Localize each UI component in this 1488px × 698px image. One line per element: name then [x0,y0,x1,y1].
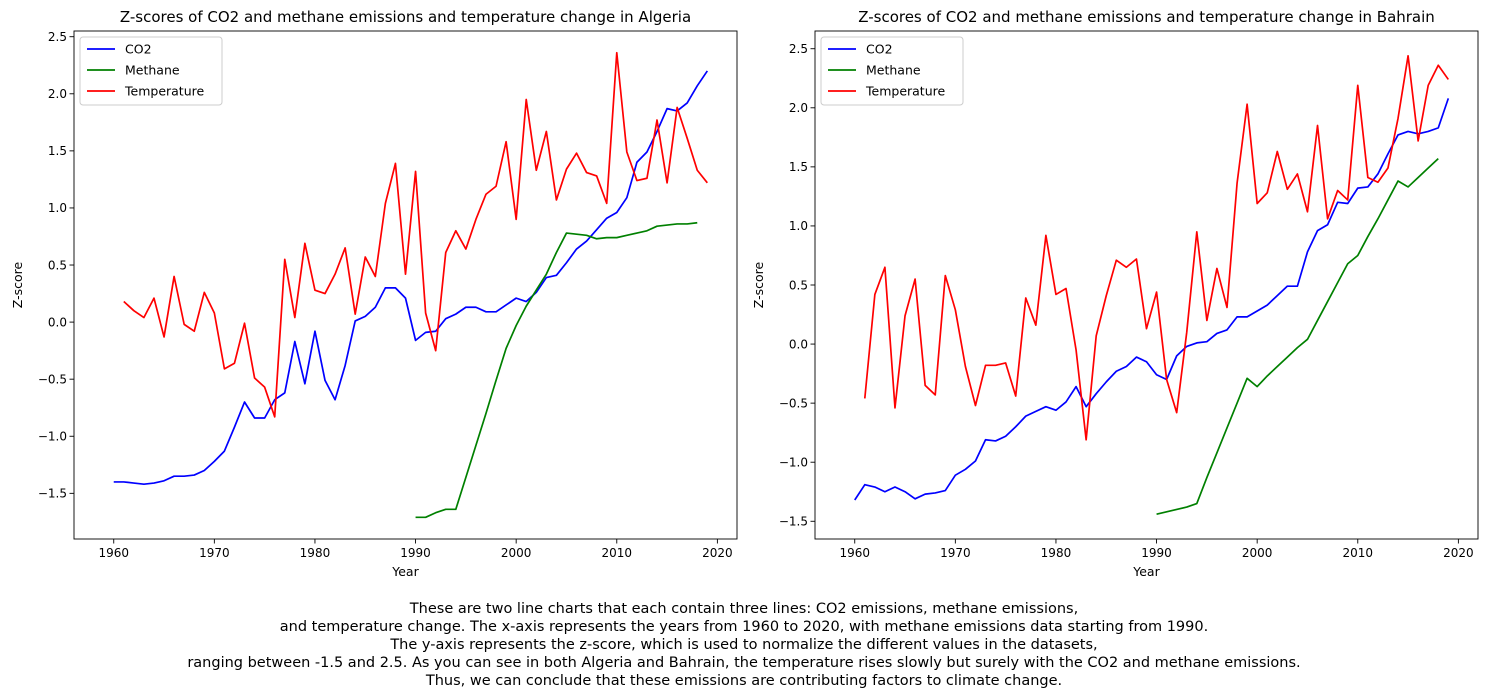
x-tick-label: 1970 [199,546,230,560]
y-axis-label: Z-score [10,261,25,308]
y-tick-label: 0.5 [789,278,808,292]
x-tick-label: 1990 [400,546,431,560]
y-tick-label: 1.5 [789,160,808,174]
plot-frame [73,30,738,540]
x-tick-label: 2020 [702,546,733,560]
x-tick-label: 2010 [1343,546,1374,560]
plot-frame [814,30,1479,540]
y-tick-label: 2.5 [48,30,67,44]
y-tick-label: 0.5 [48,258,67,272]
y-tick-label: −1.5 [38,487,67,501]
legend-label: Temperature [124,84,204,99]
y-tick-label: −0.5 [38,372,67,386]
series-line-co2 [854,98,1450,501]
x-tick-label: 2000 [1242,546,1273,560]
y-tick-label: 2.0 [789,101,808,115]
x-axis-label: Year [391,564,419,579]
y-tick-label: 1.0 [789,219,808,233]
x-tick-label: 1960 [98,546,129,560]
chart-title: Z-scores of CO2 and methane emissions an… [858,8,1435,26]
x-tick-label: 1980 [300,546,331,560]
x-tick-label: 1970 [940,546,971,560]
x-axis-label: Year [1132,564,1160,579]
y-tick-label: 2.5 [789,42,808,56]
x-tick-label: 2020 [1443,546,1474,560]
caption-line: These are two line charts that each cont… [409,601,1079,617]
legend-label: Methane [866,63,921,78]
series-line-methane [415,221,698,519]
x-tick-label: 2000 [501,546,532,560]
x-tick-label: 1990 [1141,546,1172,560]
y-tick-label: −1.5 [779,515,808,529]
caption-line: Thus, we can conclude that these emissio… [425,673,1063,689]
x-tick-label: 2010 [602,546,633,560]
chart-bahrain: Z-scores of CO2 and methane emissions an… [751,8,1479,579]
legend-label: Temperature [865,84,945,99]
caption-line: and temperature change. The x-axis repre… [279,619,1209,635]
legend-label: Methane [125,63,180,78]
y-tick-label: 0.0 [789,337,808,351]
y-tick-label: 1.0 [48,201,67,215]
caption: These are two line charts that each cont… [0,600,1488,690]
y-axis-label: Z-score [751,261,766,308]
series-line-temperature [123,51,708,418]
y-tick-label: 2.0 [48,87,67,101]
legend-label: CO2 [866,42,893,57]
x-tick-label: 1980 [1041,546,1072,560]
series-line-co2 [113,70,709,486]
chart-algeria: Z-scores of CO2 and methane emissions an… [10,8,738,579]
legend-label: CO2 [125,42,152,57]
legend-box [79,36,223,106]
legend-box [820,36,964,106]
y-tick-label: −0.5 [779,396,808,410]
caption-line: The y-axis represents the z-score, which… [390,637,1098,653]
y-tick-label: −1.0 [38,430,67,444]
x-tick-label: 1960 [839,546,870,560]
y-tick-label: 1.5 [48,144,67,158]
chart-title: Z-scores of CO2 and methane emissions an… [120,8,691,26]
series-line-temperature [863,54,1450,441]
series-line-methane [1156,157,1439,516]
y-tick-label: 0.0 [48,315,67,329]
y-tick-label: −1.0 [779,456,808,470]
caption-line: ranging between -1.5 and 2.5. As you can… [187,655,1301,671]
